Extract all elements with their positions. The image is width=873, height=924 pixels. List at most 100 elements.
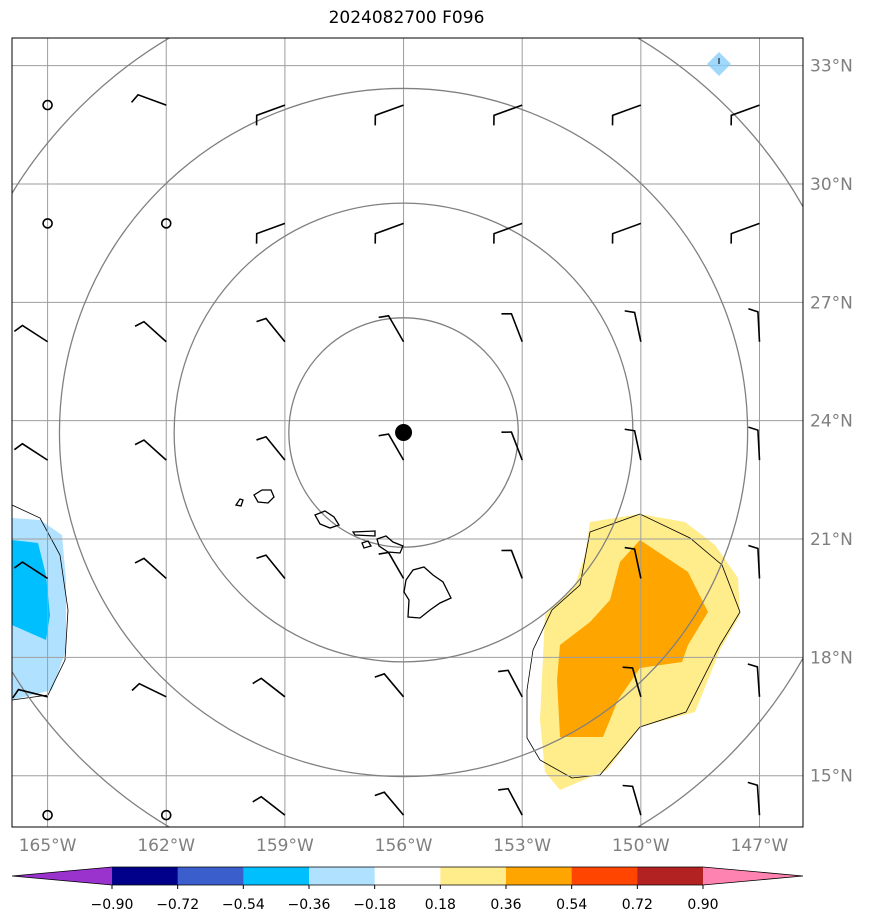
colorbar-segment [637, 867, 704, 885]
wind-barb [12, 688, 48, 699]
wind-barb [252, 677, 286, 698]
wind-barb [130, 93, 167, 106]
island-oahu [314, 510, 340, 529]
colorbar-label: −0.90 [91, 897, 134, 913]
longitude-label: 150°W [612, 836, 670, 856]
longitude-label: 159°W [256, 836, 314, 856]
wind-barb [498, 669, 523, 698]
wind-barb [256, 435, 286, 461]
wind-barb [378, 551, 405, 579]
island-lanai [361, 540, 372, 549]
plot-area [12, 38, 803, 827]
wind-barb [374, 222, 404, 244]
wind-barb [255, 104, 286, 126]
island-niihau [234, 498, 244, 507]
wind-barb [622, 666, 642, 698]
wind-barb [501, 549, 523, 579]
wind-barb [748, 544, 761, 579]
anomaly-contour [526, 513, 741, 779]
island-maui [376, 535, 404, 554]
wind-barb [256, 317, 286, 343]
colorbar-label: −0.72 [156, 897, 199, 913]
range-ring [173, 202, 634, 663]
wind-barb [493, 222, 523, 244]
calm-wind-circle [42, 218, 53, 229]
wind-barb [256, 554, 286, 579]
calm-wind-circle [160, 809, 172, 821]
extreme-marker [707, 52, 731, 76]
latitude-label: 30°N [810, 175, 853, 195]
wind-barb [730, 104, 760, 126]
wind-barb [134, 439, 167, 461]
map-title: 2024082700 F096 [328, 8, 485, 28]
latitude-label: 18°N [810, 648, 853, 668]
hawaiian-islands [234, 489, 452, 619]
plot-frame [11, 37, 804, 828]
colorbar-label: 0.72 [622, 897, 653, 913]
colorbar-label: −0.18 [353, 897, 396, 913]
calm-wind-circle [42, 809, 53, 821]
range-ring [288, 317, 519, 548]
latitude-label: 24°N [810, 412, 853, 432]
wind-barb [378, 314, 405, 343]
colorbar-extend-high [703, 867, 803, 885]
wind-barb [622, 784, 642, 816]
latitude-label: 27°N [810, 293, 853, 313]
calm-wind-circle [160, 218, 172, 229]
range-rings [12, 38, 803, 827]
colorbar-label: −0.36 [288, 897, 331, 913]
wind-barb [501, 431, 523, 461]
colorbar-segment [177, 867, 244, 885]
wind-barb [611, 104, 642, 126]
wind-barb [498, 787, 523, 816]
colorbar-label: 0.36 [490, 897, 521, 913]
wind-barb [611, 222, 642, 244]
wind-barb [134, 320, 167, 343]
longitude-label: 165°W [19, 836, 77, 856]
negative-anomaly-medium [12, 540, 50, 640]
colorbar-segment [571, 867, 638, 885]
longitude-label: 162°W [137, 836, 195, 856]
colorbar-segment [374, 867, 441, 885]
calm-wind-circle [42, 99, 53, 111]
colorbar-label: −0.54 [222, 897, 265, 913]
island-molokai [351, 530, 376, 537]
colorbar-segment [440, 867, 507, 885]
wind-barbs [12, 93, 761, 821]
wind-barb [624, 428, 642, 461]
wind-barb [131, 682, 167, 698]
wind-barb [747, 663, 761, 697]
wind-barb [748, 426, 761, 461]
wind-barb [624, 546, 642, 579]
latitude-label: 33°N [810, 57, 853, 77]
island-hawaii [403, 566, 452, 619]
wind-barb [255, 222, 286, 244]
latitude-labels: 33°N 30°N 27°N 24°N 21°N 18°N 15°N [810, 57, 853, 787]
wind-barb [374, 104, 404, 126]
wind-barb [730, 222, 760, 244]
wind-barb [134, 557, 167, 580]
latitude-label: 15°N [810, 767, 853, 787]
longitude-label: 147°W [731, 836, 789, 856]
storm-center-marker [395, 424, 413, 441]
colorbar-segment [309, 867, 376, 885]
longitude-label: 153°W [493, 836, 551, 856]
colorbar-label: 0.90 [687, 897, 718, 913]
colorbar-label: 0.18 [425, 897, 456, 913]
colorbar-label: 0.54 [556, 897, 587, 913]
wind-barb [748, 307, 761, 342]
range-ring [58, 87, 749, 778]
wind-barb [13, 324, 49, 343]
wind-barb [493, 104, 523, 126]
wind-barb [13, 561, 49, 580]
longitude-label: 156°W [375, 836, 433, 856]
colorbar-segment [243, 867, 310, 885]
wind-barb [501, 312, 523, 343]
colorbar: −0.90 −0.72 −0.54 −0.36 −0.18 0.18 0.36 0.54 0.7… [11, 866, 804, 913]
latitude-label: 21°N [810, 530, 853, 550]
wind-barb [374, 791, 405, 816]
wind-barb [378, 433, 405, 461]
colorbar-extend-low [12, 867, 112, 885]
wind-barb [747, 781, 761, 816]
